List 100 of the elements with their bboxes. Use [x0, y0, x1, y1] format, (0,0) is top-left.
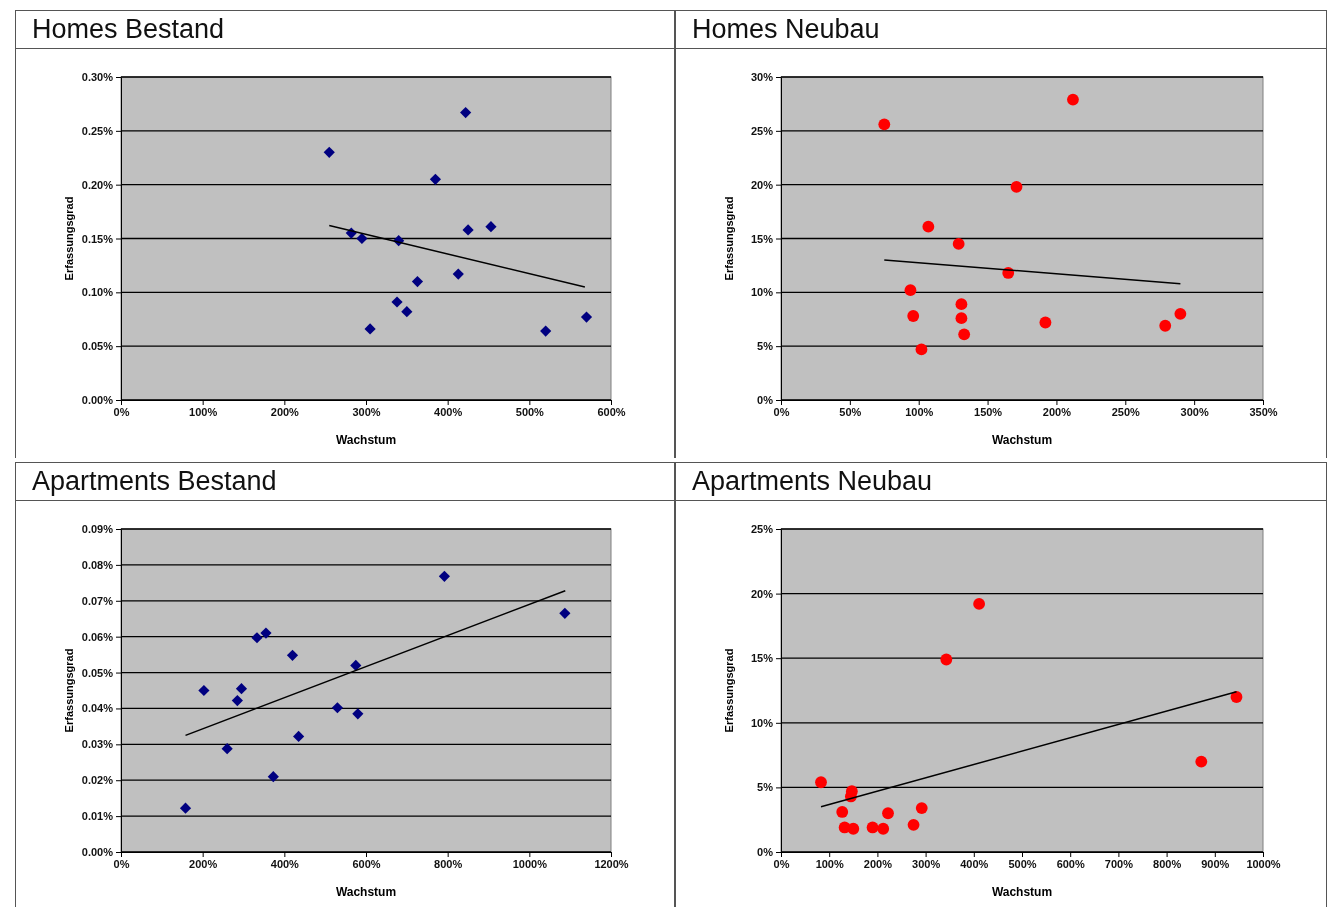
- y-tick-label: 0.06%: [81, 630, 114, 643]
- point: [251, 632, 263, 644]
- x-axis-title: Wachstum: [991, 433, 1053, 447]
- y-tick-label: 20%: [750, 587, 774, 600]
- x-tick-label: 0%: [113, 857, 130, 870]
- point: [815, 776, 827, 789]
- x-tick-label: 900%: [1201, 857, 1230, 870]
- x-tick-label: 100%: [815, 857, 844, 870]
- point: [286, 649, 299, 661]
- point: [438, 570, 450, 582]
- point: [952, 237, 965, 250]
- x-tick-label: 300%: [1180, 405, 1209, 418]
- point: [462, 224, 474, 236]
- y-tick-label: 30%: [750, 71, 774, 84]
- point: [460, 106, 472, 119]
- point: [973, 598, 986, 610]
- point: [882, 807, 894, 820]
- point: [221, 743, 233, 755]
- y-tick-label: 20%: [750, 178, 774, 191]
- y-tick-label: 25%: [750, 523, 774, 536]
- y-tick-label: 10%: [750, 286, 774, 299]
- y-tick-label: 15%: [750, 652, 774, 665]
- point: [1195, 755, 1208, 768]
- y-tick-label: 0.30%: [81, 71, 114, 84]
- point: [866, 821, 879, 834]
- y-tick-label: 0.02%: [81, 774, 114, 787]
- x-tick-label: 250%: [1111, 405, 1141, 418]
- chart-title: Apartments Bestand: [16, 462, 674, 501]
- point: [907, 310, 920, 322]
- point: [907, 818, 920, 831]
- x-tick-label: 700%: [1104, 857, 1134, 870]
- point: [323, 146, 335, 158]
- y-tick-label: 5%: [757, 781, 774, 794]
- x-tick-label: 600%: [597, 405, 626, 418]
- point: [452, 268, 464, 280]
- y-tick-label: 0%: [757, 394, 774, 407]
- point: [540, 325, 552, 337]
- x-tick-label: 100%: [189, 405, 218, 418]
- point: [198, 684, 210, 697]
- point: [955, 298, 968, 311]
- y-axis-title: Erfassungsgrad: [723, 648, 735, 733]
- x-tick-label: 200%: [863, 857, 893, 870]
- x-tick-label: 100%: [905, 405, 934, 418]
- x-tick-label: 200%: [1042, 405, 1072, 418]
- point: [260, 627, 272, 639]
- x-tick-label: 1200%: [594, 857, 629, 870]
- point: [293, 730, 305, 743]
- y-tick-label: 0.10%: [81, 286, 114, 299]
- x-tick-label: 400%: [960, 857, 989, 870]
- x-tick-label: 500%: [515, 405, 545, 418]
- chart-title: Homes Neubau: [676, 10, 1326, 49]
- y-axis-title: Erfassungsgrad: [63, 648, 75, 733]
- y-tick-label: 0.00%: [81, 394, 114, 407]
- point: [1174, 307, 1187, 320]
- point: [352, 708, 364, 720]
- point: [922, 220, 935, 233]
- y-tick-label: 0.07%: [81, 594, 114, 607]
- point: [179, 802, 192, 814]
- point: [1067, 93, 1079, 106]
- y-tick-label: 0.25%: [81, 124, 114, 137]
- y-tick-label: 0.04%: [81, 702, 114, 715]
- point: [877, 822, 890, 835]
- y-tick-label: 0.00%: [81, 846, 114, 859]
- point: [915, 802, 928, 814]
- chart-title: Homes Bestand: [16, 10, 674, 49]
- x-tick-label: 300%: [352, 405, 381, 418]
- x-tick-label: 600%: [1056, 857, 1085, 870]
- point: [836, 806, 849, 818]
- point: [485, 221, 497, 233]
- point: [1159, 319, 1172, 332]
- x-tick-label: 200%: [189, 857, 218, 870]
- x-tick-label: 0%: [773, 405, 790, 418]
- point: [878, 118, 891, 131]
- x-tick-label: 400%: [434, 405, 463, 418]
- y-tick-label: 25%: [750, 124, 774, 137]
- point: [429, 173, 442, 185]
- y-tick-label: 0.09%: [81, 523, 114, 536]
- y-tick-label: 0.05%: [81, 666, 114, 679]
- x-tick-label: 0%: [113, 405, 130, 418]
- x-tick-label: 800%: [1153, 857, 1182, 870]
- x-tick-label: 1000%: [512, 857, 548, 870]
- point: [847, 822, 860, 835]
- y-tick-label: 0.01%: [81, 810, 114, 823]
- point: [955, 312, 968, 325]
- point: [940, 653, 953, 666]
- point: [1230, 691, 1243, 703]
- point: [231, 694, 243, 707]
- y-tick-label: 0%: [757, 846, 774, 859]
- point: [391, 296, 403, 308]
- x-axis-title: Wachstum: [991, 885, 1053, 899]
- point: [364, 323, 376, 335]
- y-axis-title: Erfassungsgrad: [63, 196, 75, 281]
- point: [411, 275, 424, 288]
- y-tick-label: 0.20%: [81, 178, 114, 191]
- point: [1039, 316, 1052, 329]
- x-axis-title: Wachstum: [335, 885, 397, 899]
- y-tick-label: 0.08%: [81, 558, 114, 571]
- x-tick-label: 500%: [1008, 857, 1037, 870]
- point: [915, 343, 928, 356]
- x-tick-label: 800%: [434, 857, 463, 870]
